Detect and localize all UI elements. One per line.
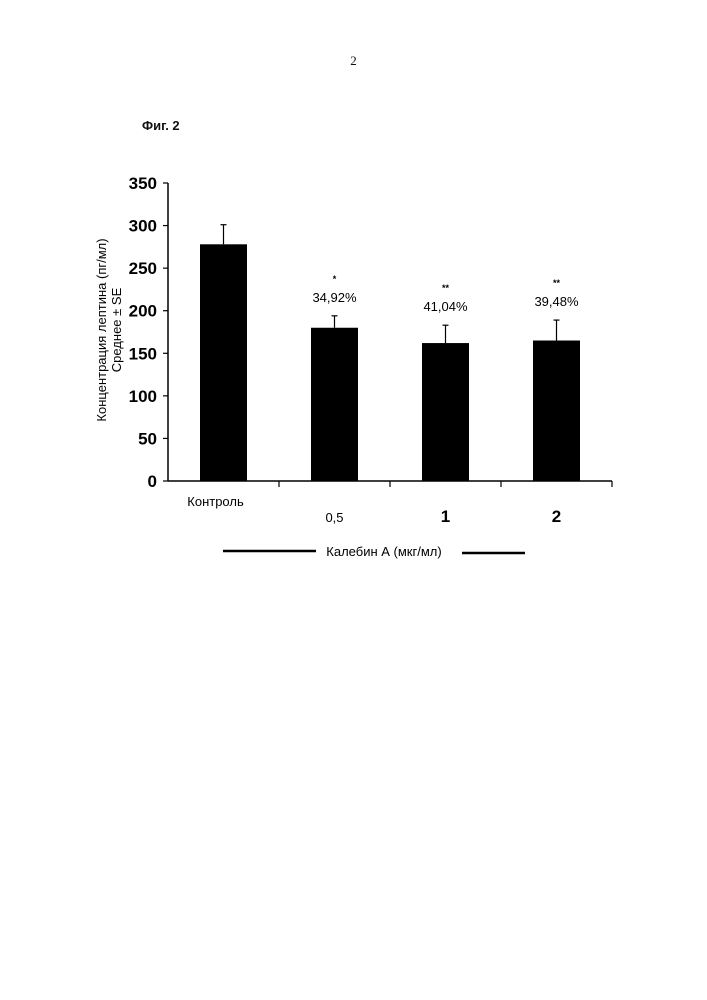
x-axis-group-label: Калебин А (мкг/мл) — [326, 544, 441, 559]
y-tick-label: 200 — [129, 302, 157, 321]
y-tick-label: 250 — [129, 259, 157, 278]
percent-label: 34,92% — [312, 290, 357, 305]
bar — [533, 341, 580, 481]
y-tick-label: 100 — [129, 387, 157, 406]
y-tick-label: 50 — [138, 429, 157, 448]
y-tick-label: 350 — [129, 174, 157, 193]
bar — [422, 343, 469, 481]
y-axis-label-line1: Концентрация лептина (пг/мл) — [94, 238, 109, 421]
significance-mark: * — [333, 274, 337, 284]
significance-mark: ** — [442, 283, 450, 293]
y-tick-label: 150 — [129, 344, 157, 363]
category-label: 1 — [441, 507, 450, 526]
category-label: 2 — [552, 507, 561, 526]
percent-label: 39,48% — [534, 294, 579, 309]
category-label: 0,5 — [325, 510, 343, 525]
category-label: Контроль — [187, 494, 244, 509]
significance-mark: ** — [553, 278, 561, 288]
bar — [311, 328, 358, 481]
bar — [200, 244, 247, 481]
y-tick-label: 0 — [148, 472, 157, 491]
percent-label: 41,04% — [423, 299, 468, 314]
chart-bars — [200, 225, 580, 481]
y-tick-label: 300 — [129, 217, 157, 236]
y-axis-label-line2: Среднее ± SE — [109, 287, 124, 372]
